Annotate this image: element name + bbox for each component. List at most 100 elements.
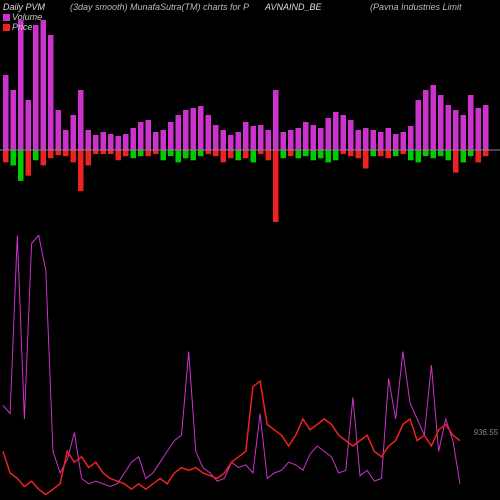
volume-bar: [356, 130, 362, 150]
delta-bar: [393, 150, 399, 156]
delta-bar: [416, 150, 422, 162]
volume-bar: [311, 125, 317, 150]
delta-bar: [48, 150, 54, 158]
delta-bar: [288, 150, 294, 156]
volume-bar: [348, 120, 354, 150]
delta-bar: [101, 150, 107, 154]
volume-bar: [296, 128, 302, 150]
delta-bar: [408, 150, 414, 160]
header-label: AVNAIND_BE: [265, 2, 322, 12]
delta-bar: [191, 150, 197, 160]
volume-bar: [431, 85, 437, 150]
volume-bar: [213, 125, 219, 150]
volume-bar: [108, 134, 114, 150]
volume-bar: [11, 90, 17, 150]
volume-bar: [26, 100, 32, 150]
delta-bar: [251, 150, 257, 162]
header-label: (3day smooth) MunafaSutra(TM) charts for…: [70, 2, 249, 12]
chart-root: Daily PVM (3day smooth) MunafaSutra(TM) c…: [0, 0, 500, 500]
volume-bar: [131, 128, 137, 150]
volume-bar: [71, 115, 77, 150]
delta-bar: [131, 150, 137, 158]
delta-bar: [153, 150, 159, 154]
delta-bar: [258, 150, 264, 154]
chart-header: Daily PVM (3day smooth) MunafaSutra(TM) c…: [0, 2, 500, 32]
delta-bar: [468, 150, 474, 156]
delta-bar: [206, 150, 212, 154]
delta-bar: [326, 150, 332, 162]
delta-bar: [461, 150, 467, 162]
volume-bar: [453, 110, 459, 150]
delta-bar: [318, 150, 324, 158]
volume-bar: [161, 130, 167, 150]
volume-bar: [78, 90, 84, 150]
volume-bar: [393, 134, 399, 150]
delta-bar: [123, 150, 129, 156]
volume-bar: [198, 106, 204, 150]
volume-bar: [266, 130, 272, 150]
delta-bar: [146, 150, 152, 156]
volume-bar: [191, 108, 197, 150]
delta-bar: [11, 150, 17, 165]
volume-bar: [168, 122, 174, 150]
delta-bar: [431, 150, 437, 158]
chart-canvas: [0, 0, 500, 500]
delta-bar: [243, 150, 249, 158]
volume-bar: [116, 136, 122, 150]
delta-bar: [453, 150, 459, 173]
volume-bar: [153, 132, 159, 150]
delta-bar: [78, 150, 84, 191]
volume-bar: [86, 130, 92, 150]
volume-bar: [123, 134, 129, 150]
volume-bar: [258, 125, 264, 150]
delta-bar: [438, 150, 444, 156]
volume-bar: [408, 126, 414, 150]
delta-bar: [86, 150, 92, 165]
delta-bar: [446, 150, 452, 160]
delta-bar: [476, 150, 482, 162]
delta-bar: [266, 150, 272, 160]
delta-bar: [386, 150, 392, 158]
volume-bar: [56, 110, 62, 150]
header-label: (Pavna Industries Limit: [370, 2, 462, 12]
volume-bar: [416, 100, 422, 150]
volume-bar: [63, 130, 69, 150]
delta-bar: [483, 150, 489, 156]
price-last-label: 936.55: [474, 428, 498, 437]
volume-bar: [423, 90, 429, 150]
volume-bar: [176, 115, 182, 150]
volume-bar: [243, 122, 249, 150]
delta-bar: [198, 150, 204, 156]
delta-bar: [423, 150, 429, 156]
volume-bar: [273, 90, 279, 150]
delta-bar: [26, 150, 32, 176]
volume-bar: [288, 130, 294, 150]
volume-bar: [333, 112, 339, 150]
volume-bar: [206, 115, 212, 150]
volume-bar: [386, 128, 392, 150]
volume-bar: [138, 122, 144, 150]
delta-bar: [71, 150, 77, 162]
volume-bar: [3, 75, 9, 150]
delta-bar: [33, 150, 39, 160]
volume-bar: [401, 132, 407, 150]
volume-bar: [281, 132, 287, 150]
volume-bar: [251, 126, 257, 150]
volume-bar: [483, 105, 489, 150]
volume-bar: [363, 128, 369, 150]
delta-bar: [371, 150, 377, 156]
volume-bar: [236, 132, 242, 150]
volume-bar: [303, 122, 309, 150]
delta-bar: [63, 150, 69, 156]
header-label: Daily PVM: [3, 2, 45, 12]
volume-bar: [476, 108, 482, 150]
delta-bar: [296, 150, 302, 158]
volume-bar: [18, 20, 24, 150]
delta-bar: [356, 150, 362, 158]
delta-bar: [236, 150, 242, 160]
delta-bar: [93, 150, 99, 154]
volume-bar: [326, 118, 332, 150]
delta-bar: [41, 150, 47, 165]
delta-bar: [363, 150, 369, 169]
delta-bar: [3, 150, 9, 162]
